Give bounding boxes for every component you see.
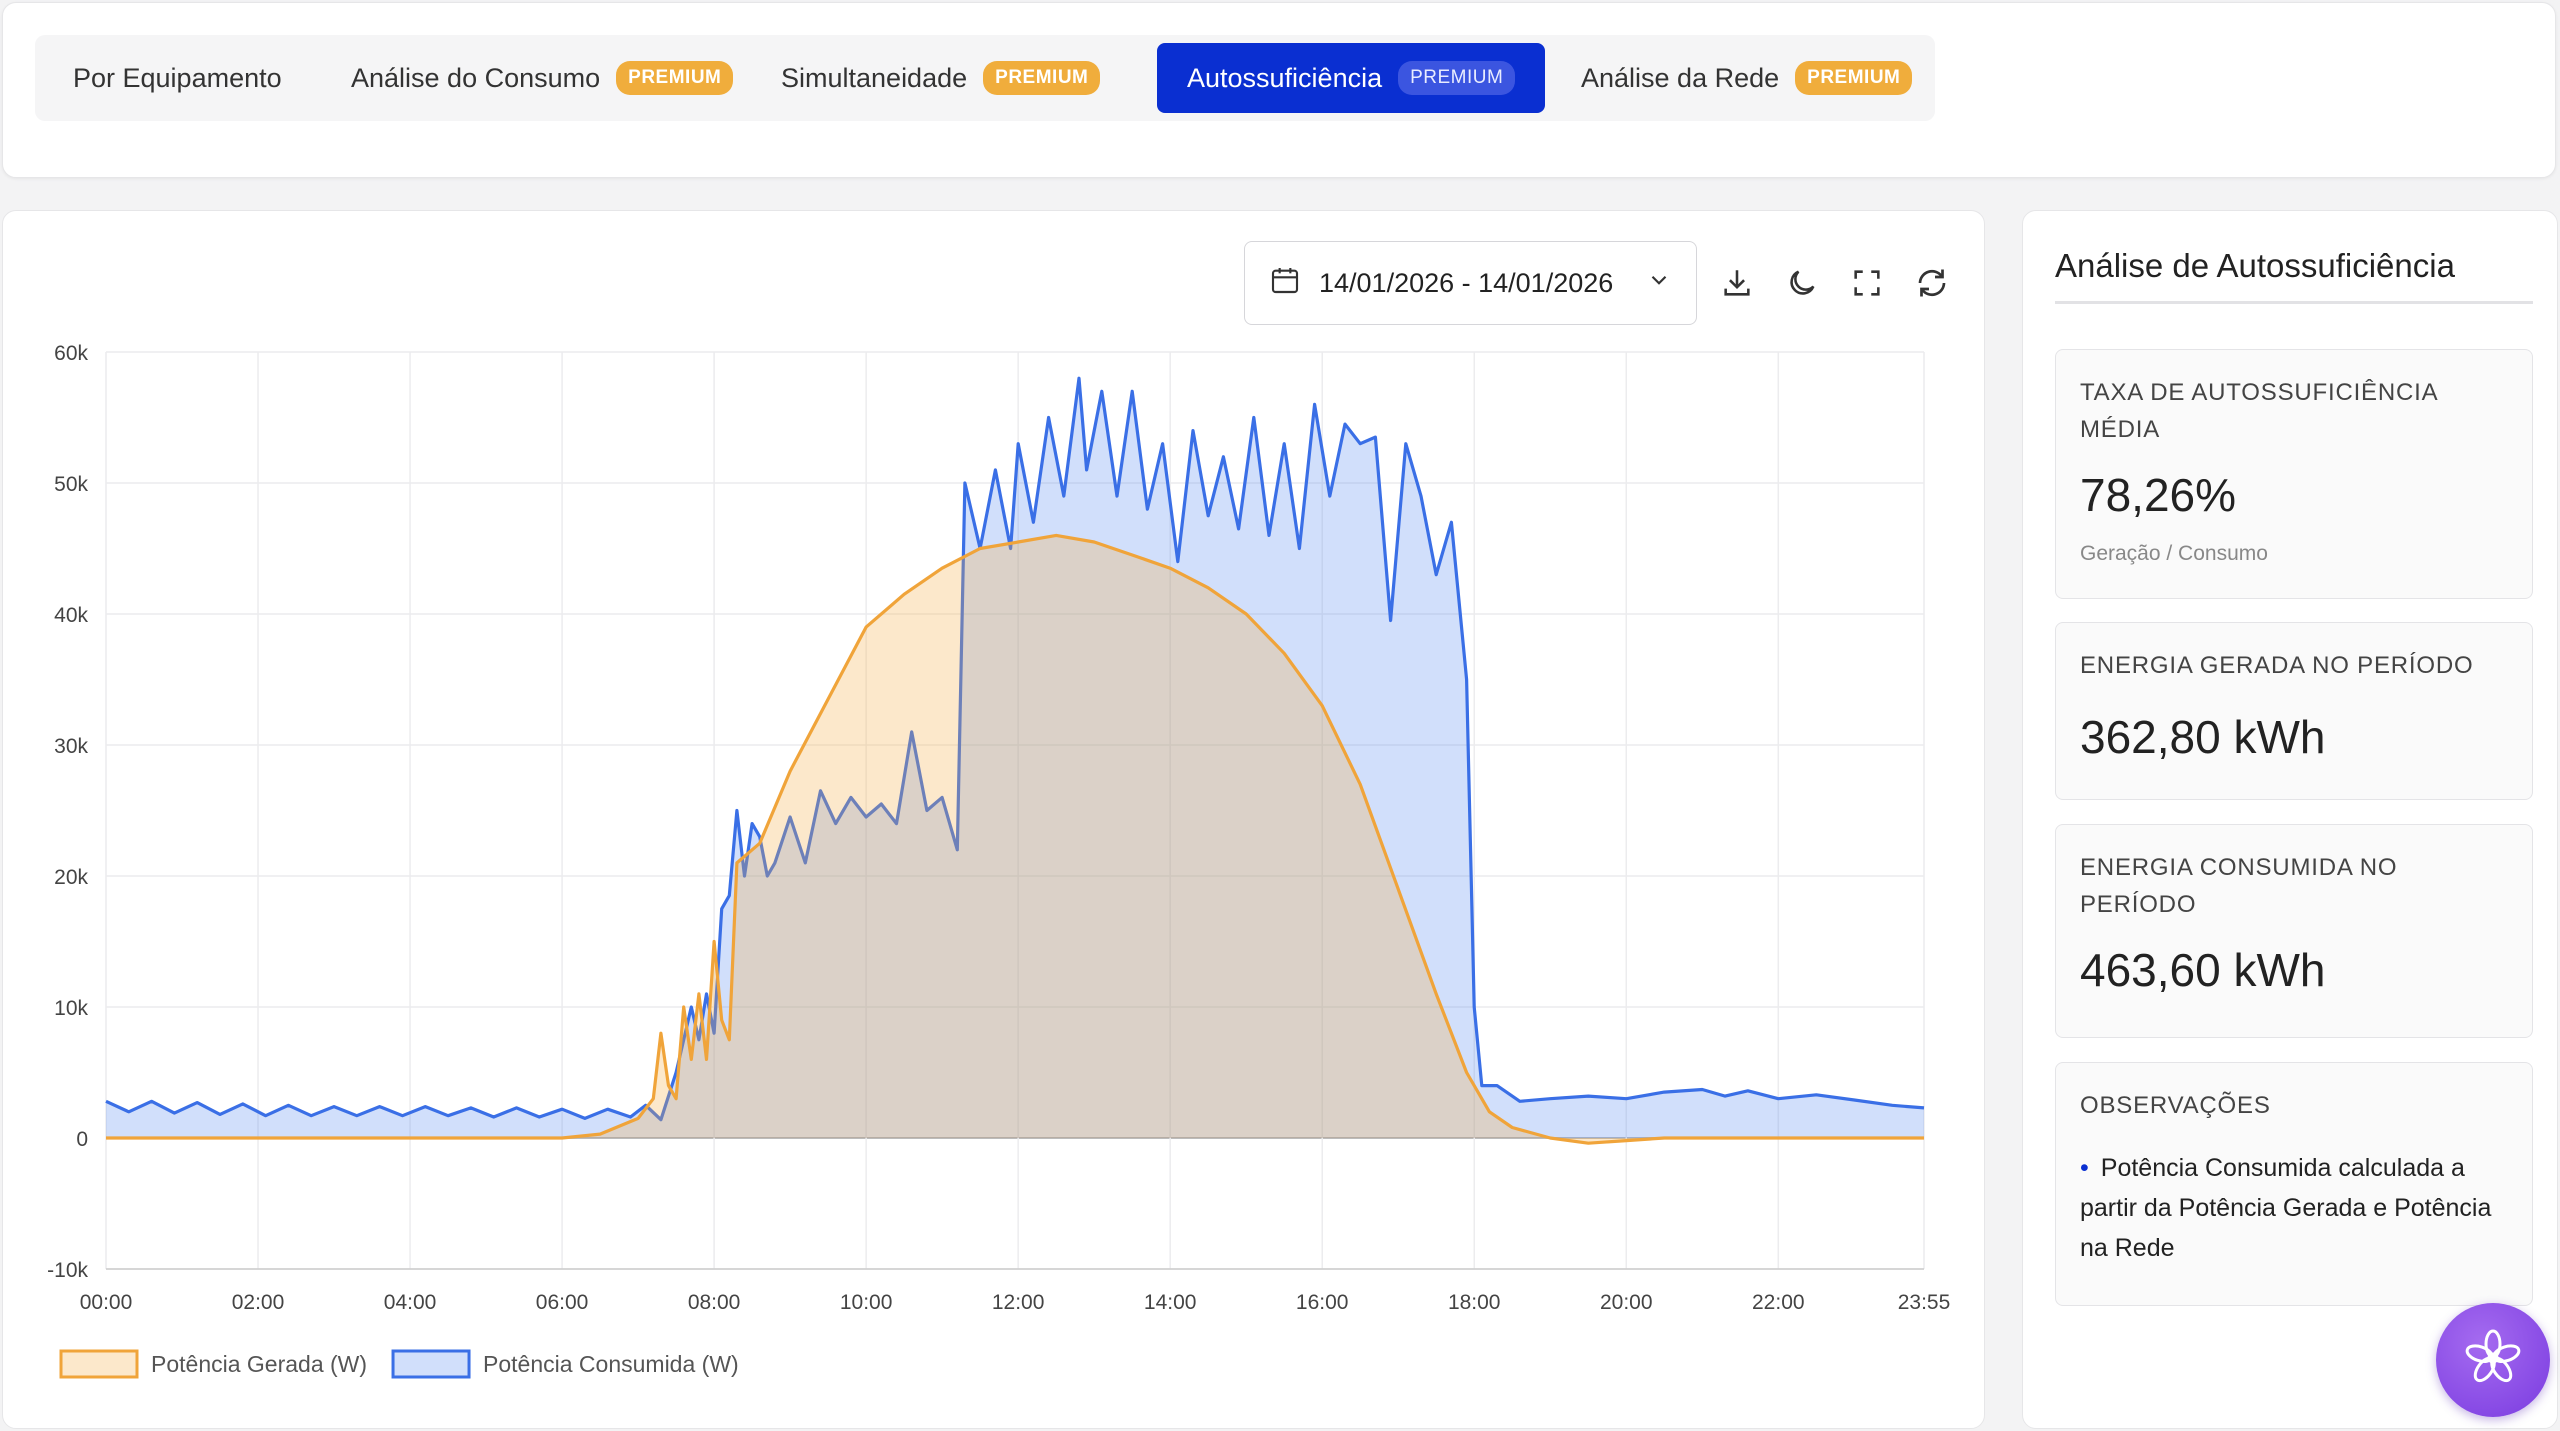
tab-autossuficiencia[interactable]: Autossuficiência PREMIUM <box>1157 43 1546 113</box>
tab-por-equipamento[interactable]: Por Equipamento <box>43 43 312 113</box>
power-chart[interactable]: 60k 50k 40k 30k 20k 10k 0 -10k 00:00 02:00 04:00 06… <box>3 211 1986 1430</box>
metric-label: ENERGIA CONSUMIDA NO PERÍODO <box>2080 854 2398 918</box>
download-icon[interactable] <box>1715 261 1759 305</box>
tabs-card: Por Equipamento Análise do Consumo PREMI… <box>2 2 2556 178</box>
metric-sub: Geração / Consumo <box>2080 542 2268 565</box>
metric-value: 362,80 kWh <box>2080 711 2326 763</box>
tab-label: Simultaneidade <box>781 62 968 93</box>
observations-box: OBSERVAÇÕES • Potência Consumida calculad… <box>2055 1062 2533 1306</box>
series-line <box>105 376 1925 1122</box>
premium-badge: PREMIUM <box>616 61 734 95</box>
x-tick-label: 10:00 <box>840 1291 893 1314</box>
legend-label: Potência Gerada (W) <box>151 1351 367 1377</box>
moon-icon[interactable] <box>1780 261 1824 305</box>
legend-swatch <box>391 1349 471 1379</box>
legend-label: Potência Consumida (W) <box>483 1351 739 1377</box>
tab-label: Análise do Consumo <box>351 62 601 93</box>
x-tick-label: 14:00 <box>1144 1291 1197 1314</box>
divider <box>2055 301 2533 304</box>
series-line <box>106 533 1924 1145</box>
x-tick-label: 12:00 <box>992 1291 1045 1314</box>
metric-label: ENERGIA GERADA NO PERÍODO <box>2080 652 2474 679</box>
series-area <box>106 535 1924 1144</box>
metric-value: 463,60 kWh <box>2080 944 2326 996</box>
tab-label: Autossuficiência <box>1187 62 1383 93</box>
x-tick-label: 06:00 <box>536 1291 589 1314</box>
premium-badge: PREMIUM <box>983 61 1101 95</box>
y-tick-label: 60k <box>54 342 88 365</box>
y-tick-label: 20k <box>54 866 88 889</box>
chart-axes: 60k 50k 40k 30k 20k 10k 0 -10k 00:00 02:00 04:00 06… <box>47 342 1950 1314</box>
metric-self-sufficiency: TAXA DE AUTOSSUFICIÊNCIA MÉDIA 78,26% Ge… <box>2055 349 2533 599</box>
bullet: • <box>2080 1154 2089 1182</box>
y-tick-label: 0 <box>76 1128 88 1151</box>
chart-legend: Potência Gerada (W) Potência Consumida (W… <box>59 1349 739 1379</box>
series-area <box>106 378 1924 1138</box>
x-tick-label: 08:00 <box>688 1291 741 1314</box>
legend-swatch <box>59 1349 139 1379</box>
observation-text: Potência Consumida calculada a partir da… <box>2080 1154 2492 1262</box>
tab-simultaneidade[interactable]: Simultaneidade PREMIUM <box>751 43 1130 113</box>
chart-areas <box>105 376 1925 1145</box>
observations-label: OBSERVAÇÕES <box>2080 1092 2271 1119</box>
y-tick-label: 10k <box>54 997 88 1020</box>
x-tick-label: 16:00 <box>1296 1291 1349 1314</box>
x-tick-label: 22:00 <box>1752 1291 1805 1314</box>
date-range-value: 14/01/2026 - 14/01/2026 <box>1319 267 1614 298</box>
metric-value: 78,26% <box>2080 469 2237 521</box>
tab-label: Análise da Rede <box>1581 62 1780 93</box>
fullscreen-icon[interactable] <box>1845 261 1889 305</box>
flower-icon <box>2461 1326 2525 1395</box>
y-tick-label: -10k <box>47 1259 88 1282</box>
observation-item: • Potência Consumida calculada a partir d… <box>2080 1148 2508 1268</box>
chart-card: 14/01/2026 - 14/01/2026 60k 50k 40k 30k 20k 1… <box>2 210 1985 1429</box>
assistant-button[interactable] <box>2436 1303 2550 1417</box>
tab-analise-rede[interactable]: Análise da Rede PREMIUM <box>1551 43 1942 113</box>
tab-analise-consumo[interactable]: Análise do Consumo PREMIUM <box>321 43 763 113</box>
metric-energy-generated: ENERGIA GERADA NO PERÍODO 362,80 kWh <box>2055 622 2533 800</box>
panel-title: Análise de Autossuficiência <box>2055 247 2455 284</box>
metric-label: TAXA DE AUTOSSUFICIÊNCIA MÉDIA <box>2080 379 2438 443</box>
x-tick-label: 02:00 <box>232 1291 285 1314</box>
analysis-panel: Análise de Autossuficiência TAXA DE AUTO… <box>2022 210 2558 1429</box>
y-tick-label: 50k <box>54 473 88 496</box>
x-tick-label: 20:00 <box>1600 1291 1653 1314</box>
tab-bar: Por Equipamento Análise do Consumo PREMI… <box>35 35 1935 121</box>
y-tick-label: 30k <box>54 735 88 758</box>
chevron-down-icon <box>1646 267 1672 300</box>
date-range-picker[interactable]: 14/01/2026 - 14/01/2026 <box>1244 241 1697 325</box>
x-tick-label: 00:00 <box>80 1291 133 1314</box>
premium-badge: PREMIUM <box>1795 61 1913 95</box>
calendar-icon <box>1269 264 1301 303</box>
y-tick-label: 40k <box>54 604 88 627</box>
x-tick-label: 23:55 <box>1898 1291 1951 1314</box>
refresh-icon[interactable] <box>1910 261 1954 305</box>
x-tick-label: 04:00 <box>384 1291 437 1314</box>
metric-energy-consumed: ENERGIA CONSUMIDA NO PERÍODO 463,60 kWh <box>2055 824 2533 1038</box>
premium-badge: PREMIUM <box>1398 61 1516 95</box>
tab-label: Por Equipamento <box>73 62 282 93</box>
x-tick-label: 18:00 <box>1448 1291 1501 1314</box>
